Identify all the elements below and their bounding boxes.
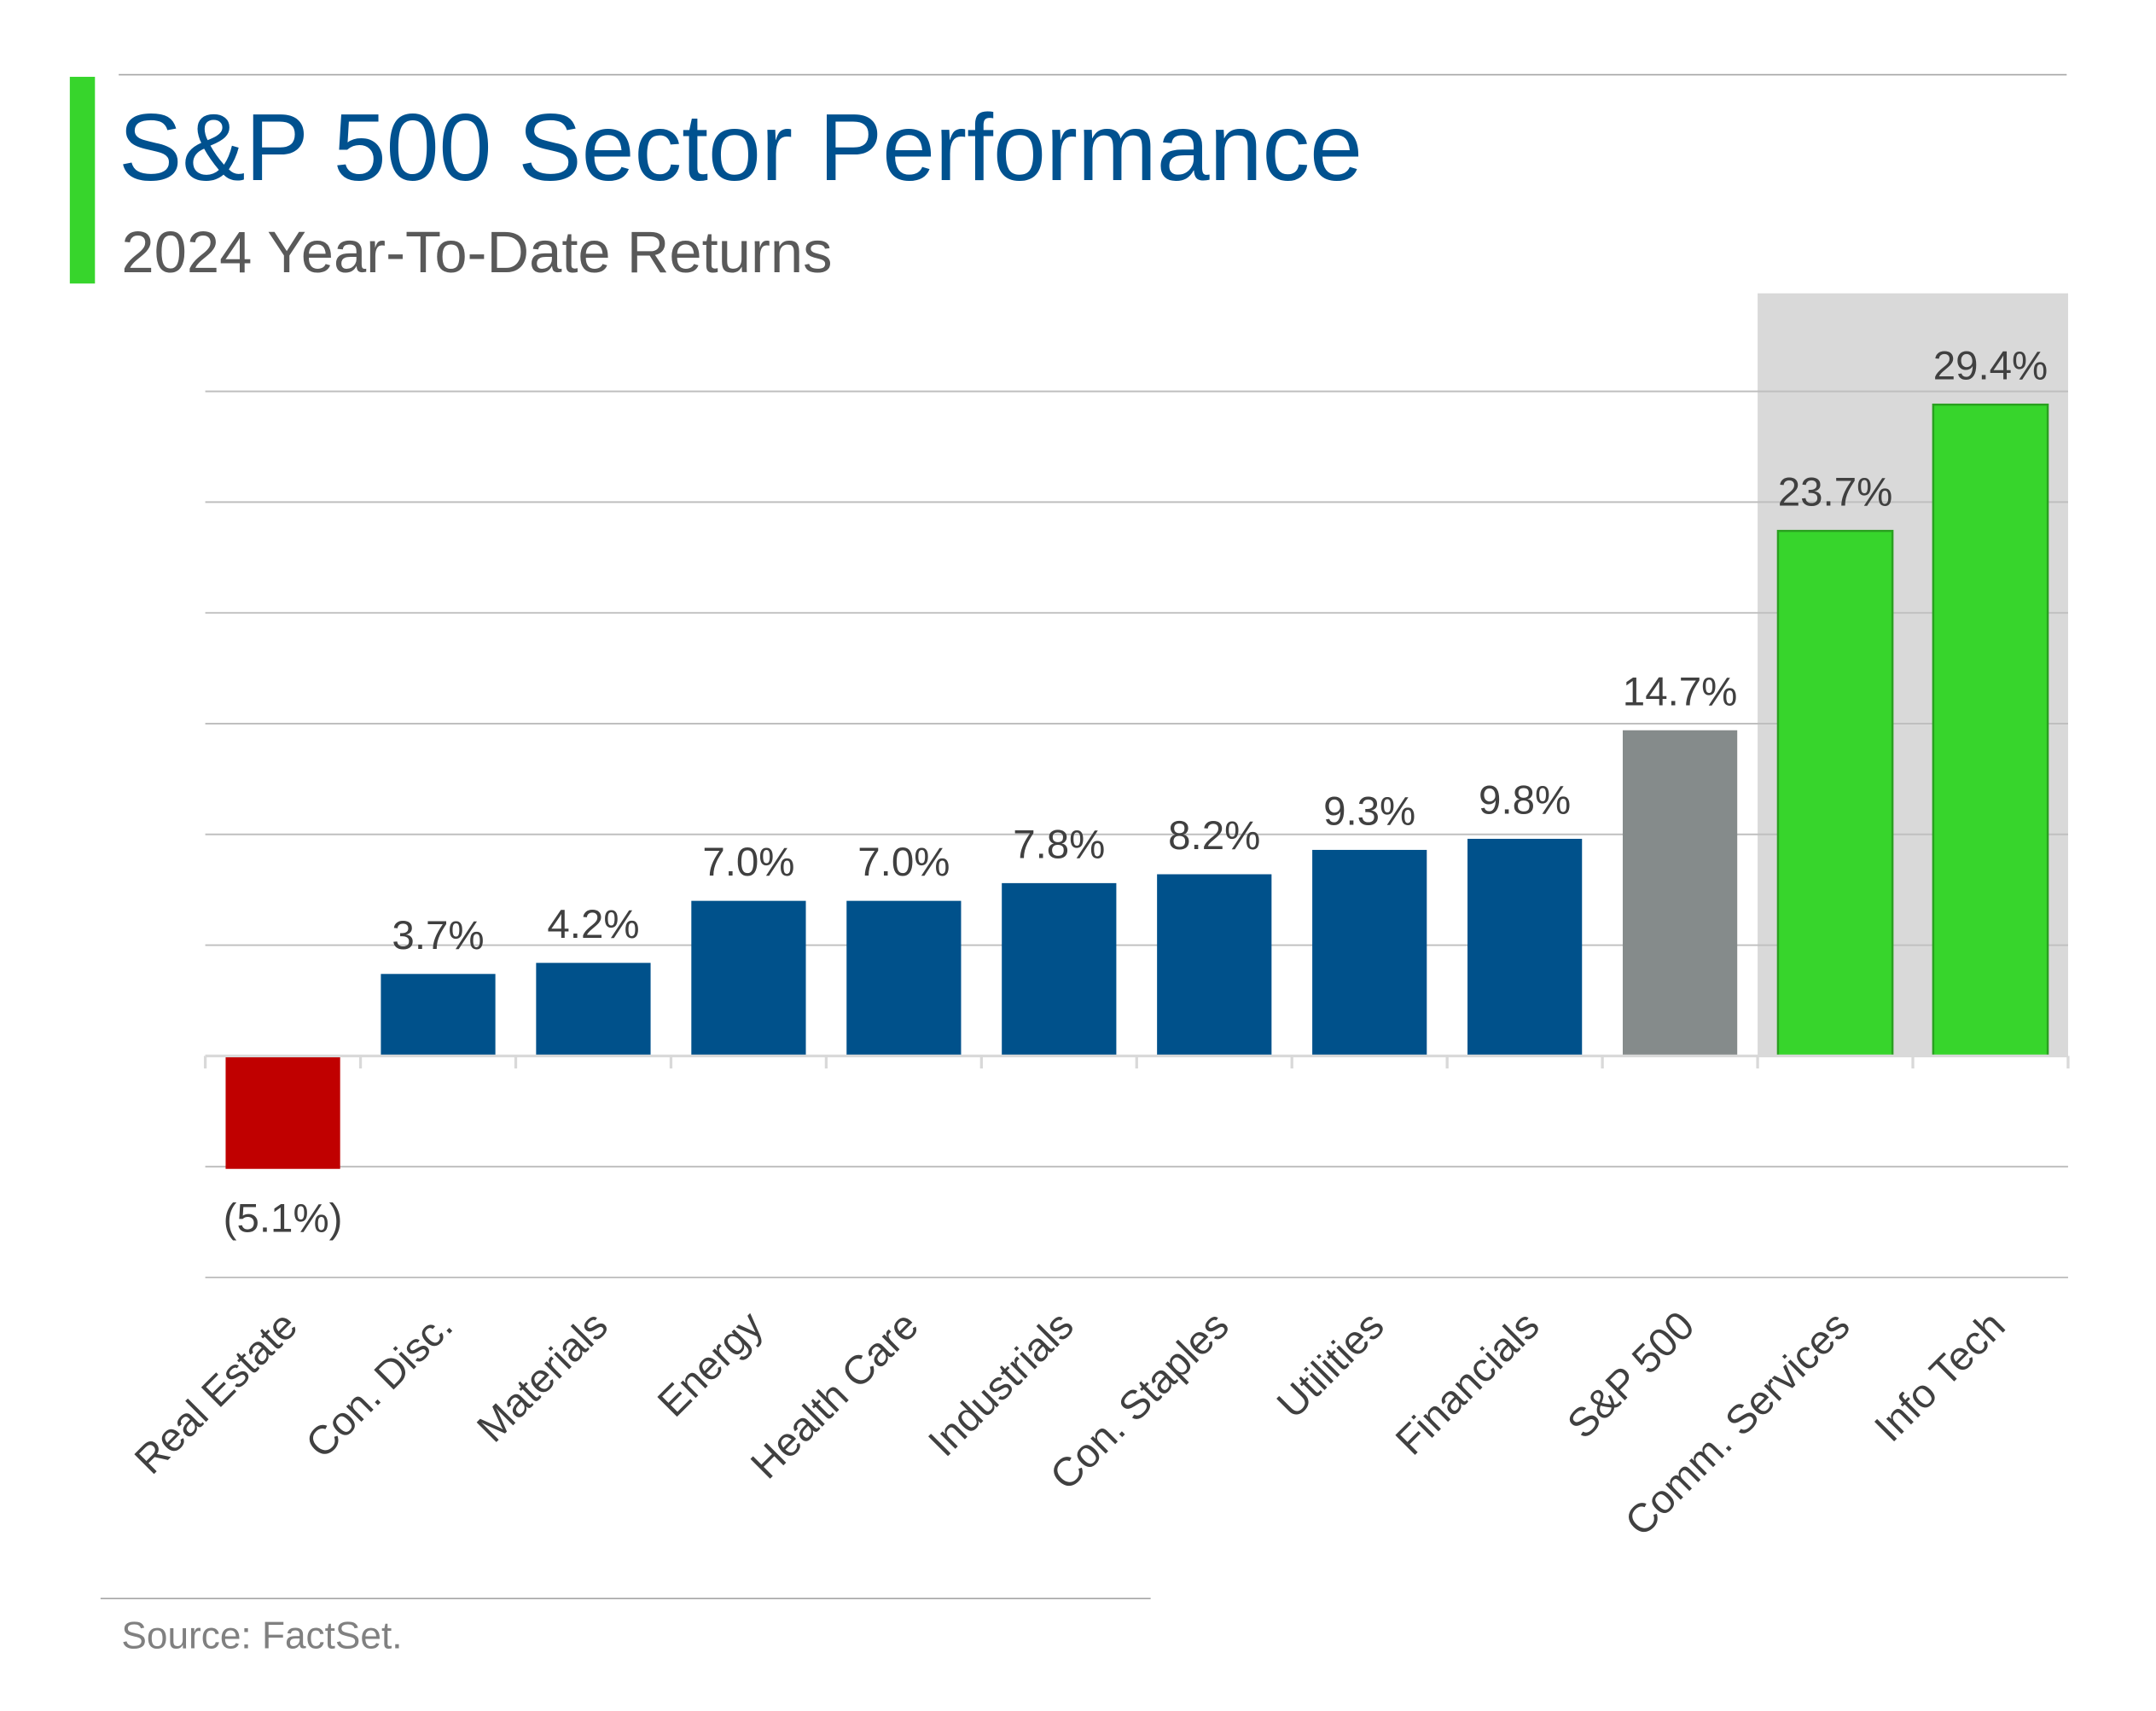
top-rule <box>119 73 2067 76</box>
category-label: Materials <box>468 1303 617 1452</box>
bar <box>1776 529 1894 1057</box>
bar <box>846 900 962 1056</box>
chart-subtitle: 2024 Year-To-Date Returns <box>121 218 833 285</box>
category-label: Real Estate <box>126 1303 306 1483</box>
category-label: Financials <box>1387 1303 1549 1464</box>
bar <box>381 974 496 1056</box>
category-label: Info Tech <box>1866 1303 2014 1451</box>
category-label: Energy <box>649 1303 772 1426</box>
bar <box>1312 849 1427 1056</box>
bar <box>691 900 806 1056</box>
bar <box>1157 874 1272 1056</box>
bar <box>1467 838 1583 1056</box>
bar <box>536 963 651 1056</box>
bar-value-label: 23.7% <box>1778 470 1893 515</box>
bar-value-label: 4.2% <box>547 902 639 947</box>
source-rule <box>100 1598 1151 1600</box>
bar-value-label: 14.7% <box>1623 669 1738 714</box>
bar-value-label: 7.0% <box>857 840 950 885</box>
bar-value-label: 7.8% <box>1013 822 1105 867</box>
bar <box>1002 882 1117 1056</box>
bar-value-label: 29.4% <box>1933 344 2048 389</box>
source-note: Source: FactSet. <box>121 1615 403 1657</box>
category-label: S&P 500 <box>1559 1303 1703 1447</box>
bar-value-label: 3.7% <box>392 913 484 958</box>
category-label: Health Care <box>742 1303 927 1488</box>
category-label: Industrials <box>920 1303 1082 1465</box>
bar-value-label: 9.8% <box>1479 777 1571 823</box>
title-accent-bar <box>69 77 96 284</box>
bar <box>1622 730 1738 1056</box>
bar-value-label: 8.2% <box>1168 813 1260 858</box>
category-label: Utilities <box>1269 1303 1393 1428</box>
chart-title: S&P 500 Sector Performance <box>119 95 1363 201</box>
bar-value-label: (5.1%) <box>224 1196 343 1241</box>
bar <box>225 1056 340 1169</box>
category-label: Con. Disc. <box>298 1303 462 1467</box>
bar-value-label: 7.0% <box>702 840 794 885</box>
bar <box>1932 403 2049 1057</box>
bar-value-label: 9.3% <box>1323 789 1415 834</box>
